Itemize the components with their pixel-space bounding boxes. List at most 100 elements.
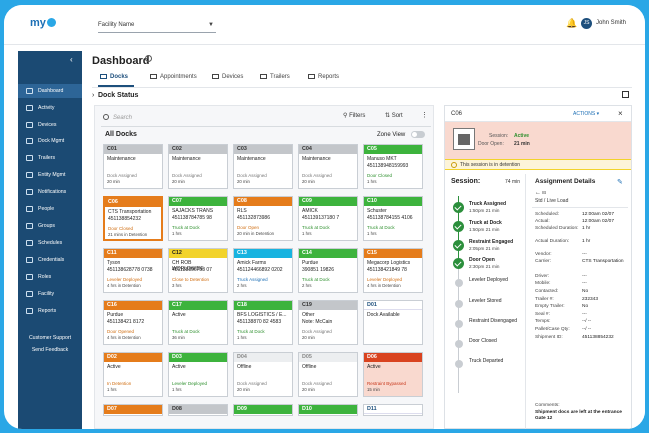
close-icon[interactable]: ×: [618, 109, 623, 118]
dock-card-d02[interactable]: D02 Active In Detention 1 hrs: [103, 352, 163, 397]
dock-card-c18[interactable]: C18 BFS LOGISTICS / E... 451138870 82 4583…: [233, 300, 293, 345]
dock-card-c08[interactable]: C08 RLS 451132873986 Door Open 20 min in Det…: [233, 196, 293, 241]
dock-card-d09[interactable]: D09: [233, 404, 293, 416]
logo-q-icon: [46, 18, 56, 27]
tab-devices[interactable]: Devices: [212, 74, 243, 80]
avatar[interactable]: JS: [581, 18, 592, 29]
dock-card-d08[interactable]: D08: [168, 404, 228, 416]
sidebar-item-groups[interactable]: Groups: [18, 219, 82, 233]
roles-icon: [26, 274, 33, 280]
edit-icon[interactable]: ✎: [617, 179, 623, 186]
assignment-title: Assignment Details: [535, 178, 596, 185]
dock-card-d11[interactable]: D11: [363, 404, 423, 416]
sidebar-item-trailers[interactable]: Trailers: [18, 151, 82, 165]
dock-card-title: Offline: [302, 364, 317, 370]
user-name[interactable]: John Smith: [596, 20, 627, 26]
customer-support-link[interactable]: Customer Support: [28, 335, 72, 341]
dock-card-c02[interactable]: C02 Maintenance Dock Assigned 20 min: [168, 144, 228, 189]
sidebar-item-facility[interactable]: Facility: [18, 287, 82, 301]
dock-card-c13[interactable]: C13 Amick Farms 451124466892 0202 Truck Ass…: [233, 248, 293, 293]
tab-appointments[interactable]: Appointments: [150, 74, 197, 80]
dock-card-status: Dock Assigned: [237, 173, 267, 178]
dock-card-status: Truck at Dock: [172, 225, 200, 230]
more-options-icon[interactable]: ⋮: [421, 112, 428, 119]
dock-card-c14[interactable]: C14 Purdue 390851 19826 Truck at Dock 2 hrs: [298, 248, 358, 293]
dock-card-status: Dock Assigned: [302, 329, 332, 334]
field-value: 451138854232: [582, 335, 614, 340]
dock-card-c19[interactable]: C19 Other Note: McCain Dock Assigned 20 min: [298, 300, 358, 345]
search-input[interactable]: Search: [101, 112, 327, 124]
field-value: 232343: [582, 297, 599, 302]
search-icon: [103, 114, 109, 120]
tab-reports[interactable]: Reports: [308, 74, 339, 80]
sidebar-item-dashboard[interactable]: Dashboard: [18, 84, 82, 98]
dock-card-c05[interactable]: C05 Manuso MKT 451138948159993 Door Closed 1…: [363, 144, 423, 189]
field-label: Shipment ID:: [535, 335, 563, 340]
bell-icon[interactable]: 🔔: [566, 18, 578, 28]
actions-button[interactable]: ACTIONS ▾: [573, 111, 599, 117]
sidebar-item-credentials[interactable]: Credentials: [18, 253, 82, 267]
app-logo[interactable]: my: [30, 17, 56, 29]
sort-icon: ⇅: [385, 113, 392, 119]
dock-card-title: Maintenance: [237, 156, 266, 162]
sidebar-item-schedules[interactable]: Schedules: [18, 236, 82, 250]
sidebar-item-label: Notifications: [38, 189, 67, 195]
dock-card-time: 20 min: [302, 335, 315, 340]
dock-card-c09[interactable]: C09 AMICK 451139137180 7 Truck at Dock 1 hrs: [298, 196, 358, 241]
dock-card-d06[interactable]: D06 Active Restraint Bypassed 15 min: [363, 352, 423, 397]
dock-card-d05[interactable]: D05 Offline Dock Assigned 20 min: [298, 352, 358, 397]
dock-card-subtitle: [299, 371, 357, 381]
dock-card-time: 3 hrs: [172, 283, 182, 288]
sidebar-item-devices[interactable]: Devices: [18, 118, 82, 132]
dock-card-c07[interactable]: C07 SAJACKS TRANS 451138784785 98 Truck at …: [168, 196, 228, 241]
dock-card-d10[interactable]: D10: [298, 404, 358, 416]
sort-button[interactable]: ⇅ Sort: [385, 112, 403, 119]
chevron-right-icon[interactable]: ›: [92, 92, 95, 99]
dock-card-c10[interactable]: C10 Schuster 451138784155 4106 Truck at Doc…: [363, 196, 423, 241]
dock-card-c03[interactable]: C03 Maintenance Dock Assigned 20 min: [233, 144, 293, 189]
sidebar-item-people[interactable]: People: [18, 202, 82, 216]
back-arrow-icon[interactable]: ←: [535, 190, 541, 196]
dock-card-c12[interactable]: C12 CH ROB WORLDWIDE 451138896753 07 Close …: [168, 248, 228, 293]
docks-heading: All Docks: [105, 131, 137, 138]
facility-select[interactable]: Facility Name ▼: [98, 18, 216, 33]
dock-card-c04[interactable]: C04 Maintenance Dock Assigned 20 min: [298, 144, 358, 189]
collapse-sidebar-icon[interactable]: ‹: [70, 55, 73, 64]
tab-docks[interactable]: Docks: [100, 74, 128, 80]
detail-divider: [525, 174, 526, 429]
send-feedback-link[interactable]: Send Feedback: [31, 347, 69, 353]
dock-card-d07[interactable]: D07: [103, 404, 163, 416]
info-icon[interactable]: i: [145, 55, 152, 62]
dock-card-c06[interactable]: C06 CTS Transportation 451138854232 Door Cl…: [103, 196, 163, 241]
tab-trailers[interactable]: Trailers: [260, 74, 290, 80]
dock-card-c15[interactable]: C15 Megacorp Logistics 451138421849 78 Leve…: [363, 248, 423, 293]
dock-card-c17[interactable]: C17 Active Truck at Dock 36 min: [168, 300, 228, 345]
expand-icon[interactable]: [622, 91, 629, 98]
dock-card-d03[interactable]: D03 Active Leveler Deployed 1 hrs: [168, 352, 228, 397]
dock-card-title: Maintenance: [302, 156, 331, 162]
dock-card-d04[interactable]: D04 Offline Dock Assigned 20 min: [233, 352, 293, 397]
filters-button[interactable]: ⚲ Filters: [343, 112, 365, 119]
dock-card-status: Truck Assigned: [237, 277, 268, 282]
field-label: Trailer #:: [535, 297, 554, 302]
dock-card-id: C10: [364, 197, 422, 206]
dock-card-c01[interactable]: C01 Maintenance Dock Assigned 20 min: [103, 144, 163, 189]
sidebar-item-dock-mgmt[interactable]: Dock Mgmt: [18, 134, 82, 148]
sidebar-item-notifications[interactable]: Notifications: [18, 185, 82, 199]
dock-card-title: Tyson: [107, 260, 121, 266]
sidebar-item-entity-mgmt[interactable]: Entity Mgmt: [18, 168, 82, 182]
dock-card-c16[interactable]: C16 Purdue 451138421 8172 Door Opened 4 hrs …: [103, 300, 163, 345]
sidebar-item-activity[interactable]: Activity: [18, 101, 82, 115]
zone-view-toggle[interactable]: [411, 131, 425, 138]
dock-card-title: Active: [367, 364, 381, 370]
sidebar-item-roles[interactable]: Roles: [18, 270, 82, 284]
dock-card-title: Active: [107, 364, 121, 370]
sidebar-item-label: Dock Mgmt: [38, 138, 65, 144]
dock-card-c11[interactable]: C11 Tyson 451138628778 0738 Leveler Deploye…: [103, 248, 163, 293]
dock-card-d01[interactable]: D01 Dock Available: [363, 300, 423, 345]
pending-step-icon: [455, 340, 463, 348]
dock-detail-panel: C06 ACTIONS ▾ × Session: Active Door Ope…: [444, 105, 632, 429]
clock-icon: [451, 162, 457, 168]
people-icon: [26, 206, 33, 212]
sidebar-item-reports[interactable]: Reports: [18, 304, 82, 318]
